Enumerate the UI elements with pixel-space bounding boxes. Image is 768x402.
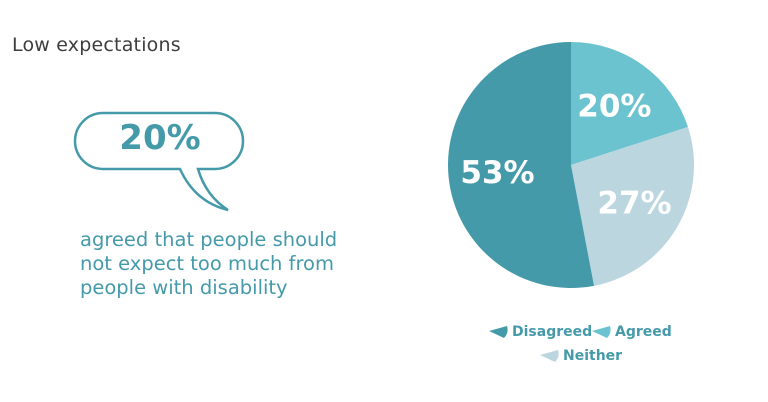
legend-label-agreed: Agreed	[615, 324, 672, 340]
callout-description: agreed that people should not expect too…	[80, 228, 338, 299]
data-label-agreed: 20%	[577, 88, 651, 124]
speech-bubble-icon	[73, 111, 245, 212]
data-label-disagreed: 53%	[460, 155, 534, 191]
legend-swatch-disagreed-icon	[489, 326, 508, 338]
legend-label-neither: Neither	[563, 348, 623, 364]
legend-swatch-neither-icon	[540, 350, 559, 362]
legend-label-disagreed: Disagreed	[512, 324, 593, 340]
pie-slice-neither	[571, 126, 694, 286]
legend-item-agreed: Agreed	[590, 324, 672, 340]
legend-item-neither: Neither	[538, 348, 622, 364]
callout-value: 20%	[119, 118, 201, 158]
pie-slice-agreed	[571, 42, 688, 165]
pie-slice-disagreed	[447, 42, 595, 288]
page-title: Low expectations	[12, 34, 181, 56]
legend-item-disagreed: Disagreed	[487, 324, 592, 340]
legend-swatch-agreed-icon	[592, 326, 611, 338]
data-label-neither: 27%	[597, 186, 671, 222]
